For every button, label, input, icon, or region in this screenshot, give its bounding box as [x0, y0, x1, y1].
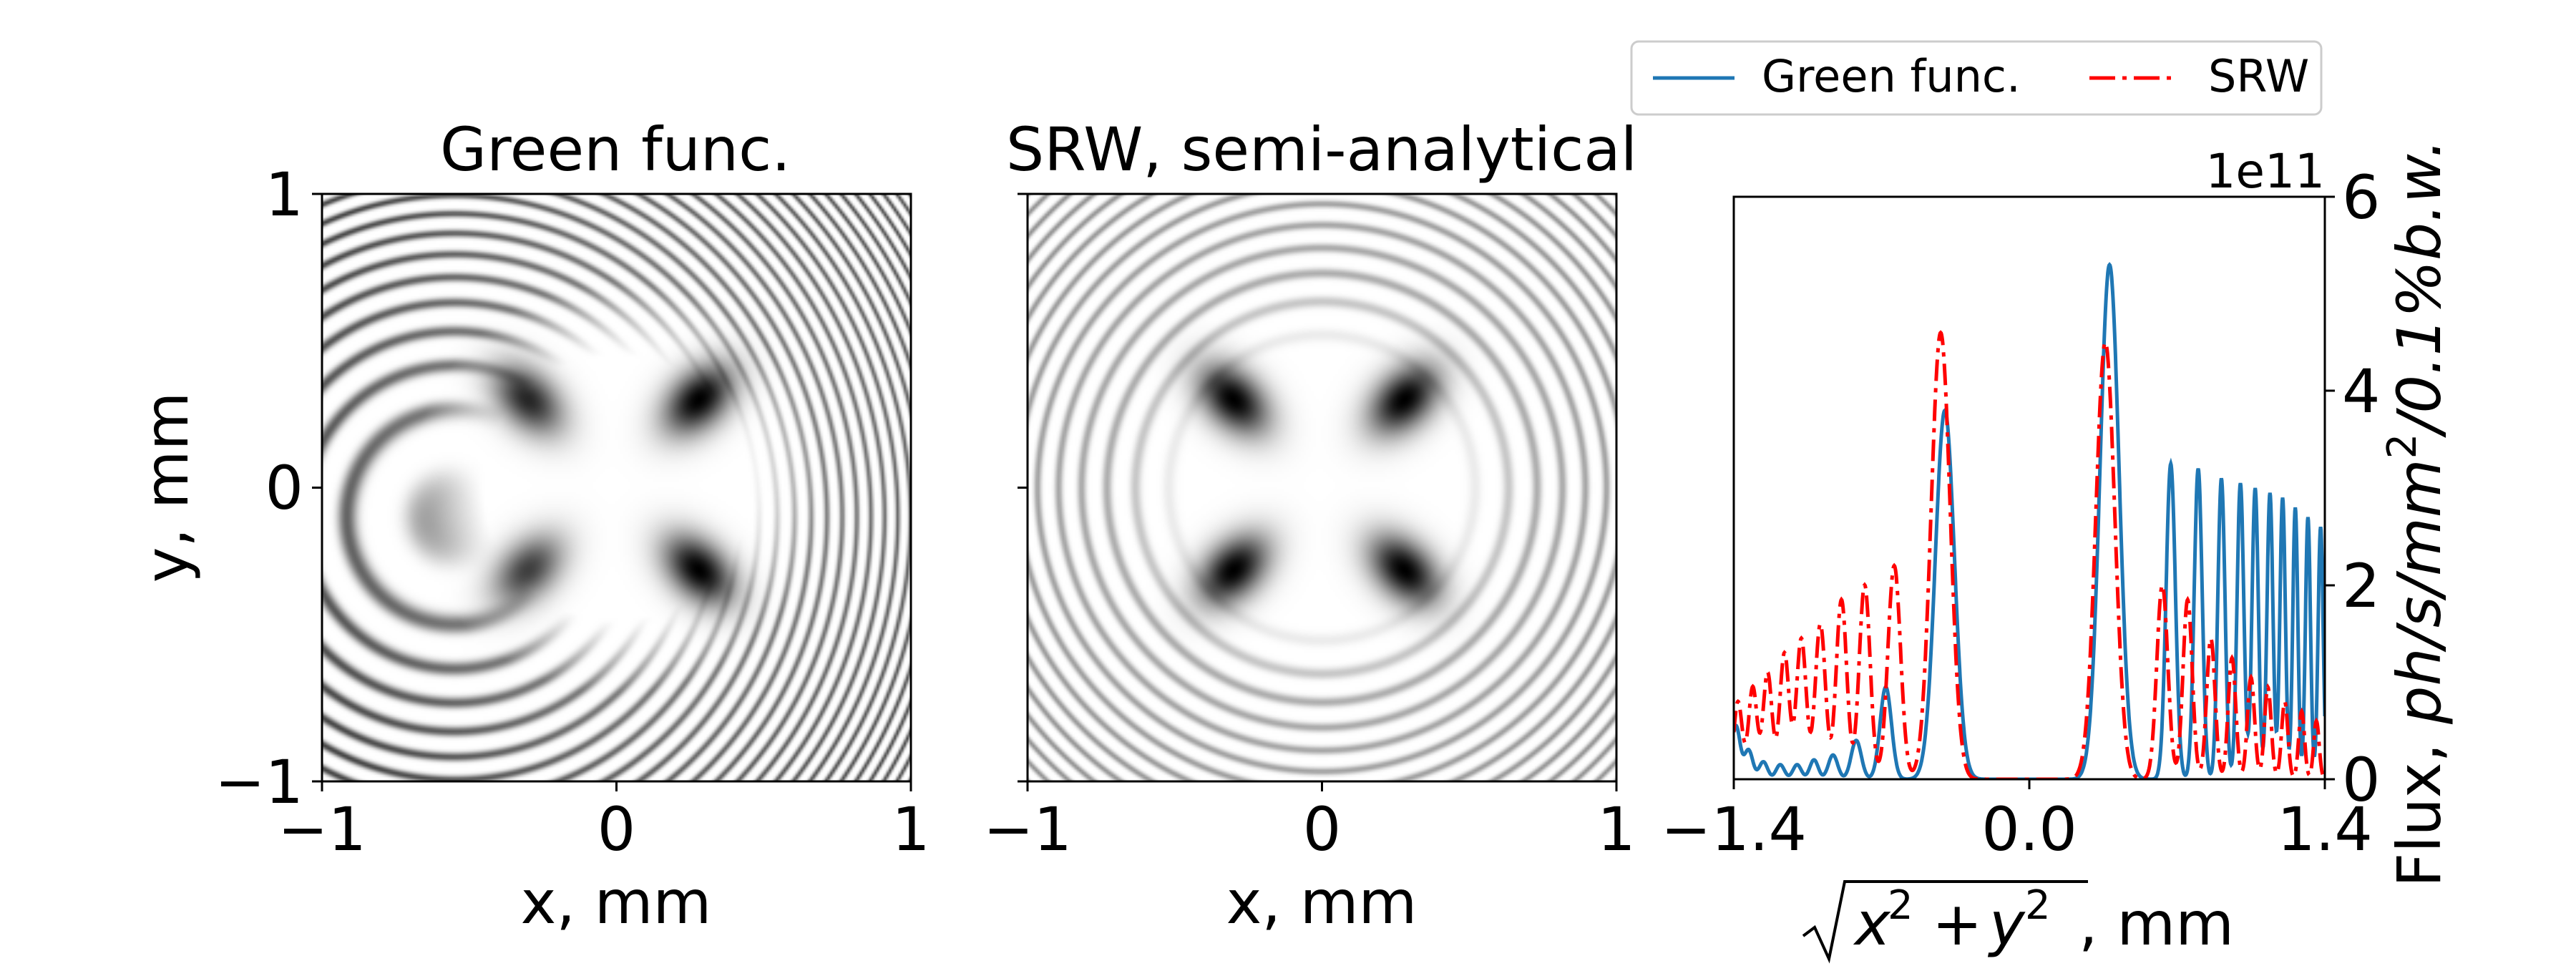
xlabel-unit: , mm — [2079, 889, 2234, 959]
panel3-ytick-label: 0 — [2342, 745, 2380, 815]
panel2-title: SRW, semi-analytical — [1006, 114, 1637, 185]
panel1-ytick-label: 1 — [265, 160, 303, 230]
panel2-xtick-label: 1 — [1597, 794, 1635, 864]
panel3-xtick-label: 1.4 — [2277, 794, 2373, 864]
ylabel-text: Flux, ph/s/mm2/0.1%b.w. — [2379, 139, 2454, 887]
srw-heatmap-panel: SRW, semi-analytical −1 0 1 x, mm — [983, 114, 1637, 937]
legend: Green func. SRW — [1630, 40, 2323, 116]
panel1-ylabel: y, mm — [132, 392, 202, 583]
green-func-heatmap-panel: Green func. −1 0 1 1 0 −1 x, mm y, mm — [132, 114, 930, 937]
xlabel-var-x: x — [1853, 889, 1891, 959]
panel1-x-ticks — [321, 781, 912, 791]
srw-heatmap-image — [1028, 194, 1616, 781]
panel1-ytick-label: −1 — [215, 747, 303, 817]
panel2-xtick-label: −1 — [983, 794, 1072, 864]
xlabel-exp-2: 2 — [2025, 882, 2051, 929]
panel1-xlabel: x, mm — [521, 867, 712, 937]
xlabel-plus: + — [1932, 889, 1982, 959]
panel3-offset-text: 1e11 — [2205, 144, 2325, 199]
panel3-y-ticks — [2325, 195, 2335, 781]
xlabel-var-y: y — [1987, 889, 2026, 959]
panel3-ytick-label: 2 — [2342, 551, 2380, 621]
flux-line-panel: −1.4 0.0 1.4 0 2 4 6 1e11 x 2 + y 2 , mm… — [1630, 40, 2454, 964]
legend-box — [1630, 40, 2323, 116]
panel1-y-ticks — [312, 192, 322, 783]
panel1-xtick-label: 0 — [597, 794, 635, 864]
series-line-srw — [1734, 330, 2325, 779]
panel1-ytick-label: 0 — [265, 453, 303, 523]
xlabel-exp-1: 2 — [1888, 882, 1913, 929]
panel3-x-ticks — [1732, 779, 2326, 789]
legend-label: SRW — [2208, 50, 2309, 102]
panel2-xlabel: x, mm — [1226, 867, 1418, 937]
panel3-ytick-label: 6 — [2342, 162, 2380, 233]
panel3-ylabel: Flux, ph/s/mm2/0.1%b.w. — [2379, 139, 2454, 887]
panel3-xlabel: x 2 + y 2 , mm — [1802, 880, 2234, 964]
panel2-xtick-label: 0 — [1303, 794, 1341, 864]
green-func-heatmap-image — [322, 194, 911, 781]
panel3-ytick-label: 4 — [2342, 356, 2380, 426]
panel3-xtick-label: 0.0 — [1981, 794, 2077, 864]
flux-lines — [1734, 262, 2325, 779]
panel1-xtick-label: 1 — [892, 794, 930, 864]
panel2-y-ticks — [1018, 192, 1028, 783]
panel3-xtick-label: −1.4 — [1661, 794, 1807, 864]
panel2-x-ticks — [1026, 781, 1618, 791]
panel1-title: Green func. — [440, 114, 791, 185]
series-line-green-func — [1734, 262, 2325, 779]
sqrt-sign — [1802, 880, 2088, 964]
panel1-xtick-label: −1 — [278, 794, 366, 864]
legend-label: Green func. — [1762, 50, 2021, 102]
